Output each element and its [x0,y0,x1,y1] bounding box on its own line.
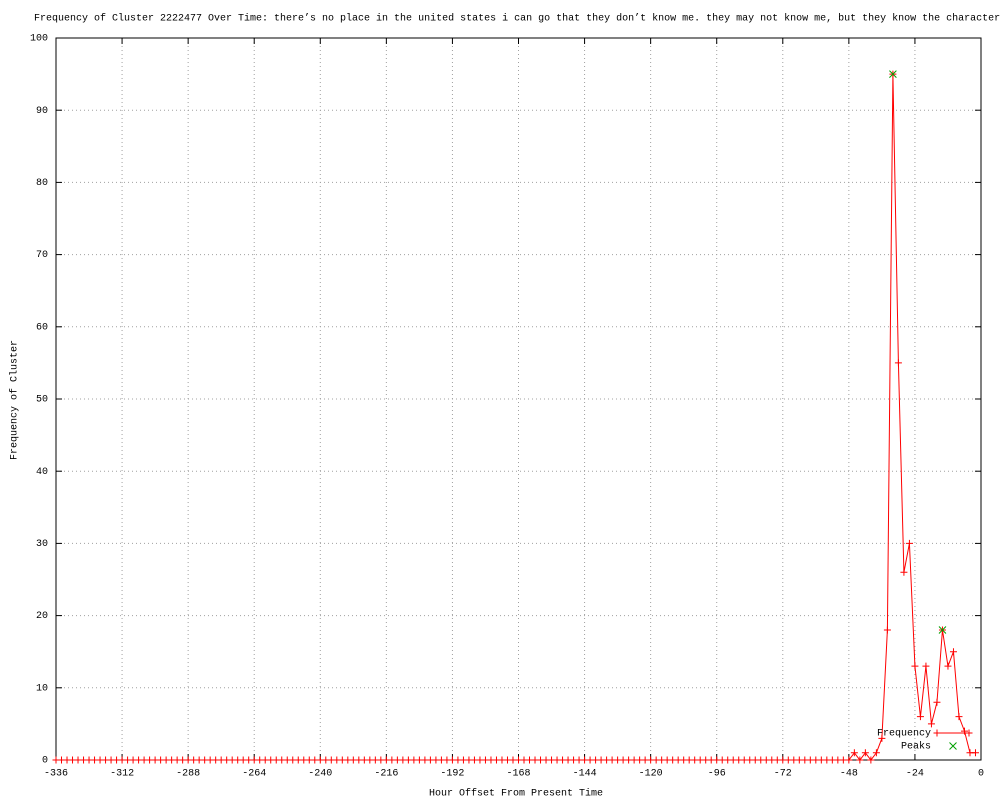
point-marker [867,756,875,764]
point-marker [850,749,858,757]
x-tick-label: -240 [308,769,332,780]
chart-title: Frequency of Cluster 2222477 Over Time: … [34,13,1000,25]
y-tick-label: 20 [36,611,48,622]
y-tick-label: 60 [36,322,48,333]
x-tick-label: -120 [639,769,663,780]
y-tick-label: 40 [36,467,48,478]
point-marker [955,713,963,721]
point-marker [861,749,869,757]
y-tick-label: 50 [36,395,48,406]
y-tick-label: 80 [36,178,48,189]
point-marker [922,662,930,670]
x-tick-label: -216 [374,769,398,780]
y-tick-label: 70 [36,250,48,261]
point-marker [971,749,979,757]
x-tick-label: -336 [44,769,68,780]
point-marker [916,713,924,721]
point-marker [883,626,891,634]
legend-label: Peaks [901,741,931,753]
x-tick-label: -192 [440,769,464,780]
point-marker [949,648,957,656]
y-tick-label: 30 [36,539,48,550]
y-tick-label: 100 [30,34,48,45]
x-tick-label: -168 [506,769,530,780]
point-marker [938,626,947,634]
y-axis-label: Frequency of Cluster [9,340,21,460]
point-marker [856,756,864,764]
point-marker [933,698,941,706]
x-axis-label: Hour Offset From Present Time [429,788,603,800]
y-tick-label: 90 [36,106,48,117]
x-tick-label: -48 [840,769,858,780]
point-marker [878,734,886,742]
x-tick-label: -96 [708,769,726,780]
x-tick-label: -144 [573,769,597,780]
point-marker [894,359,902,367]
x-tick-label: -72 [774,769,792,780]
point-marker [927,720,935,728]
x-tick-label: -264 [242,769,266,780]
point-marker [889,70,897,78]
point-marker [905,539,913,547]
y-tick-label: 10 [36,683,48,694]
x-tick-label: -24 [906,769,924,780]
legend-label: Frequency [877,729,931,740]
legend-marker [933,729,941,737]
x-tick-label: 0 [978,769,984,780]
legend-marker [949,742,957,750]
x-tick-label: -288 [176,769,200,780]
x-tick-label: -312 [110,769,134,780]
point-marker [944,662,952,670]
point-marker [900,568,908,576]
y-tick-label: 0 [42,756,48,767]
point-marker [845,756,853,764]
point-marker [872,749,880,757]
point-marker [911,662,919,670]
legend-marker [965,729,973,737]
